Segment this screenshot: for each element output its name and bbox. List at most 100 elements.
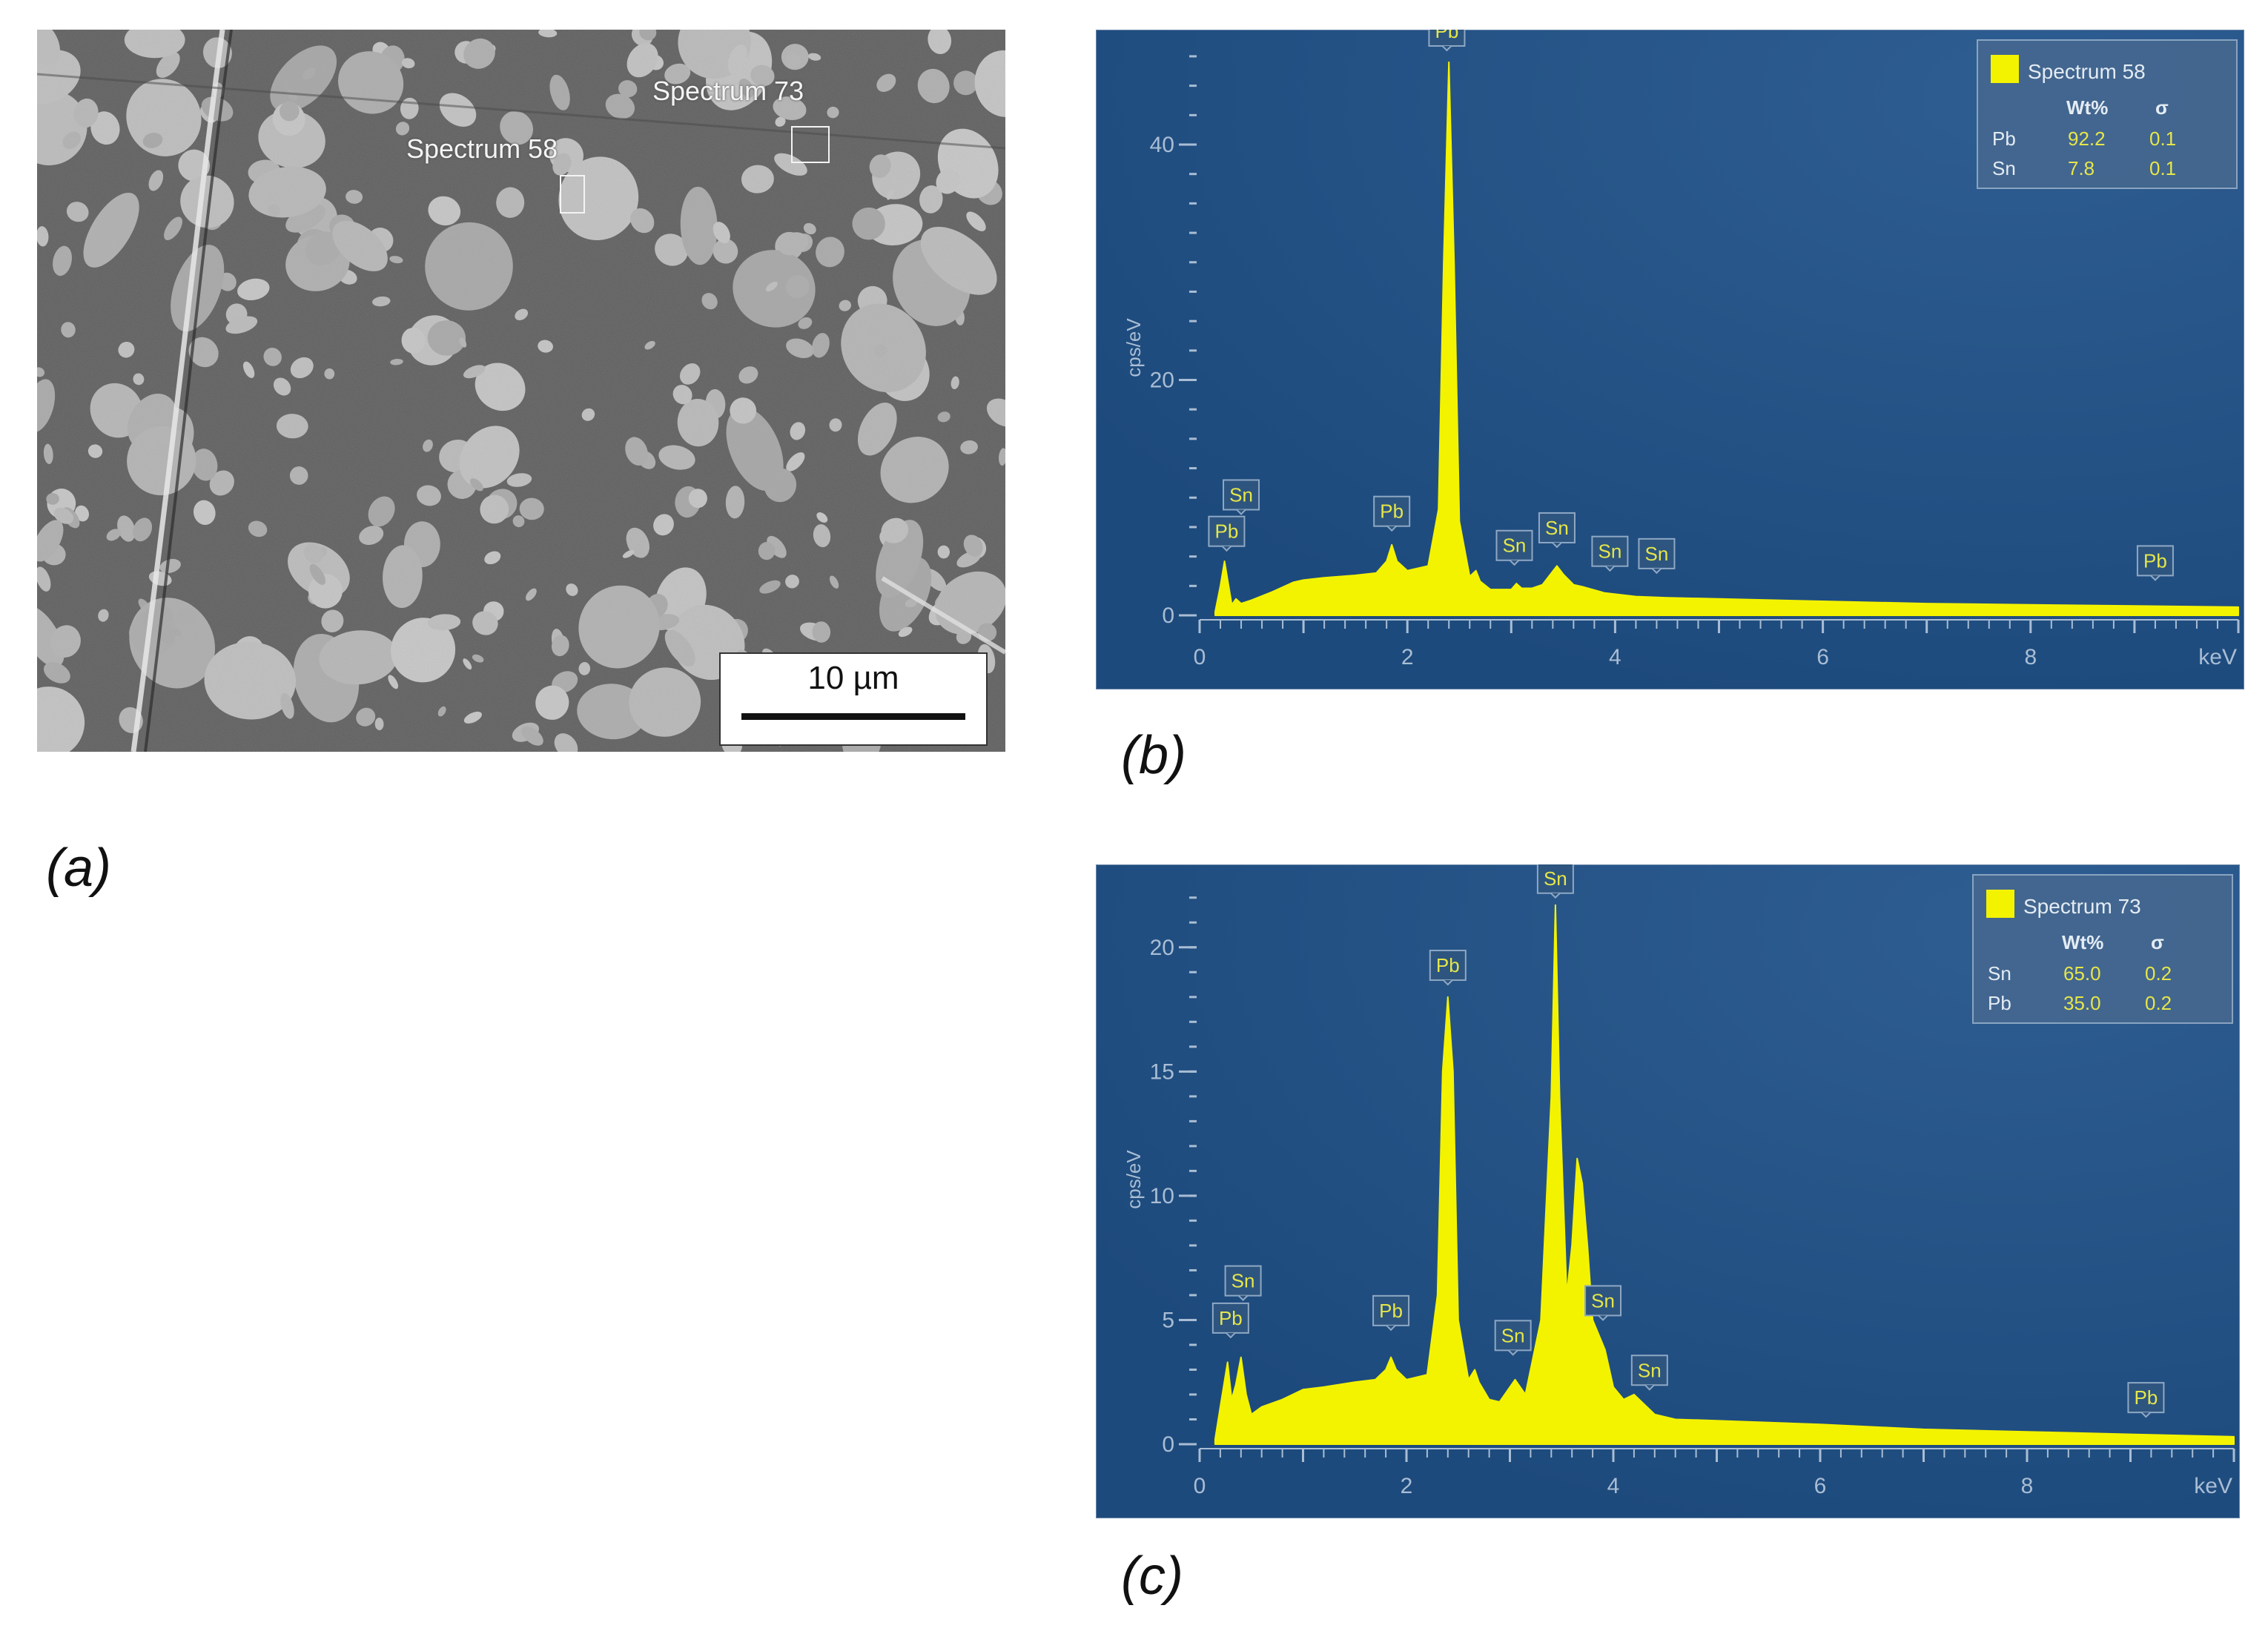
legend-sigma-value: 0.1 [2149, 128, 2176, 150]
peak-label-pointer [1443, 979, 1453, 986]
legend-wt-value: 35.0 [2063, 992, 2101, 1014]
legend-header-wt: Wt% [2066, 96, 2108, 119]
peak-label-box [1584, 1285, 1622, 1317]
peak-label: Sn [1223, 479, 1260, 515]
peak-label: Sn [1224, 1265, 1262, 1302]
peak-label-box [1538, 512, 1576, 543]
peak-label: Pb [1208, 515, 1246, 552]
peak-label-text: Sn [1545, 517, 1569, 539]
legend-sigma-value: 0.2 [2145, 992, 2172, 1014]
peak-label-pointer [1644, 1384, 1655, 1391]
sem-scratch [881, 576, 1005, 655]
panel-label-b: (b) [1121, 726, 1186, 785]
peak-label-box [1494, 1320, 1532, 1352]
peak-label-text: Pb [1380, 500, 1404, 523]
scale-bar-line [741, 713, 965, 720]
y-tick-label: 20 [1150, 368, 1174, 393]
peak-label-pointer [1441, 45, 1452, 52]
legend-series-name: Spectrum 58 [2028, 60, 2146, 83]
peak-label: Pb [1373, 495, 1411, 532]
x-tick-label: 8 [2024, 645, 2037, 669]
peak-label-box [2127, 1382, 2165, 1414]
legend-header-sigma: σ [2151, 931, 2164, 953]
legend-box [1977, 39, 2238, 189]
peak-label-box [2136, 545, 2174, 577]
panel-label-c: (c) [1121, 1547, 1183, 1606]
peak-label-pointer [1237, 1294, 1249, 1302]
y-tick-label: 5 [1162, 1308, 1174, 1332]
peak-label-pointer [1598, 1314, 1608, 1321]
x-axis-label: keV [2198, 645, 2237, 669]
peak-label-text: Sn [1229, 483, 1253, 506]
peak-label-box [1495, 529, 1533, 561]
peak-label-box [1429, 950, 1467, 982]
peak-label-text: Sn [1231, 1270, 1255, 1292]
roi-spectrum-58 [560, 175, 585, 214]
panel-label-a: (a) [46, 838, 111, 898]
y-axis: 0 20 40 [1150, 55, 1197, 628]
y-tick-label: 10 [1150, 1184, 1174, 1208]
y-axis: 0 5 10 15 20 [1150, 896, 1197, 1457]
x-tick-label: 0 [1194, 1474, 1206, 1498]
peak-label-pointer [1550, 893, 1561, 899]
y-tick-label: 40 [1150, 133, 1174, 157]
peak-label-pointer [2140, 1412, 2152, 1418]
peak-label-pointer [1386, 525, 1397, 532]
legend-wt-value: 65.0 [2063, 962, 2101, 985]
peak-label-pointer [1226, 1332, 1236, 1339]
legend-wt-value: 92.2 [2068, 128, 2106, 150]
y-tick-label: 0 [1162, 603, 1174, 628]
peak-label-text: Pb [1435, 30, 1459, 42]
peak-label-text: Sn [1638, 1359, 1662, 1381]
legend: Spectrum 58 Wt% σ Pb 92.2 0.1 Sn 7.8 0.1 [1977, 39, 2238, 189]
legend-header-sigma: σ [2155, 96, 2169, 119]
legend-wt-value: 7.8 [2068, 157, 2095, 179]
peak-label-text: Sn [1544, 867, 1567, 890]
x-axis-label: keV [2194, 1474, 2232, 1498]
peak-label-text: Pb [1215, 520, 1239, 543]
legend-element: Pb [1988, 992, 2011, 1014]
peak-label-text: Sn [1503, 535, 1527, 557]
roi-spectrum-73 [791, 126, 830, 163]
peak-label: Sn [1536, 864, 1574, 899]
peak-label-text: Pb [2135, 1386, 2158, 1409]
legend-element: Sn [1988, 962, 2011, 985]
x-tick-label: 8 [2021, 1474, 2034, 1498]
sem-scratch-shadow [144, 30, 233, 752]
x-tick-label: 4 [1609, 645, 1621, 669]
spectrum-chart-73: 0 5 10 15 20 cps/eV 0 2 4 6 8 keV Pb Sn Pb Pb Sn Sn Sn Sn Pb… [1096, 864, 2240, 1518]
peak-label: Sn [1495, 529, 1533, 566]
spectrum-chart-58: 0 20 40 cps/eV 0 2 4 6 8 keV Pb Sn Pb Pb Sn Sn Sn Sn Pb Spe… [1096, 30, 2244, 689]
peak-label: Pb [1428, 30, 1466, 52]
peak-label-box [1223, 479, 1260, 511]
peak-label-text: Pb [1379, 1300, 1403, 1322]
y-tick-label: 0 [1162, 1432, 1174, 1457]
x-tick-label: 0 [1194, 645, 1206, 669]
y-tick-label: 15 [1150, 1059, 1174, 1084]
peak-label: Sn [1638, 538, 1676, 575]
x-tick-label: 6 [1814, 1474, 1827, 1498]
legend-sigma-value: 0.1 [2149, 157, 2176, 179]
peak-label-text: Pb [2143, 549, 2167, 572]
x-tick-label: 2 [1401, 645, 1414, 669]
legend-sigma-value: 0.2 [2145, 962, 2172, 985]
peak-label-box [1208, 515, 1246, 547]
peak-label: Sn [1591, 535, 1629, 572]
sem-noise [37, 30, 1005, 752]
x-axis: 0 2 4 6 8 [1194, 1448, 2235, 1498]
peak-label-box [1372, 1294, 1410, 1326]
legend-series-name: Spectrum 73 [2023, 895, 2141, 918]
peak-label: Pb [1372, 1294, 1410, 1332]
peak-label: Pb [2127, 1382, 2165, 1418]
peak-label-text: Pb [1219, 1307, 1243, 1329]
peak-label-box [1591, 535, 1629, 567]
spectrum-area [1214, 61, 2239, 616]
legend-swatch [1991, 55, 2019, 83]
x-axis: 0 2 4 6 8 [1194, 619, 2240, 669]
peak-label-box [1373, 495, 1411, 527]
peak-label-text: Sn [1501, 1324, 1525, 1346]
peak-label-box [1224, 1265, 1262, 1297]
y-tick-label: 20 [1150, 936, 1174, 960]
peak-label-text: Sn [1645, 543, 1669, 565]
